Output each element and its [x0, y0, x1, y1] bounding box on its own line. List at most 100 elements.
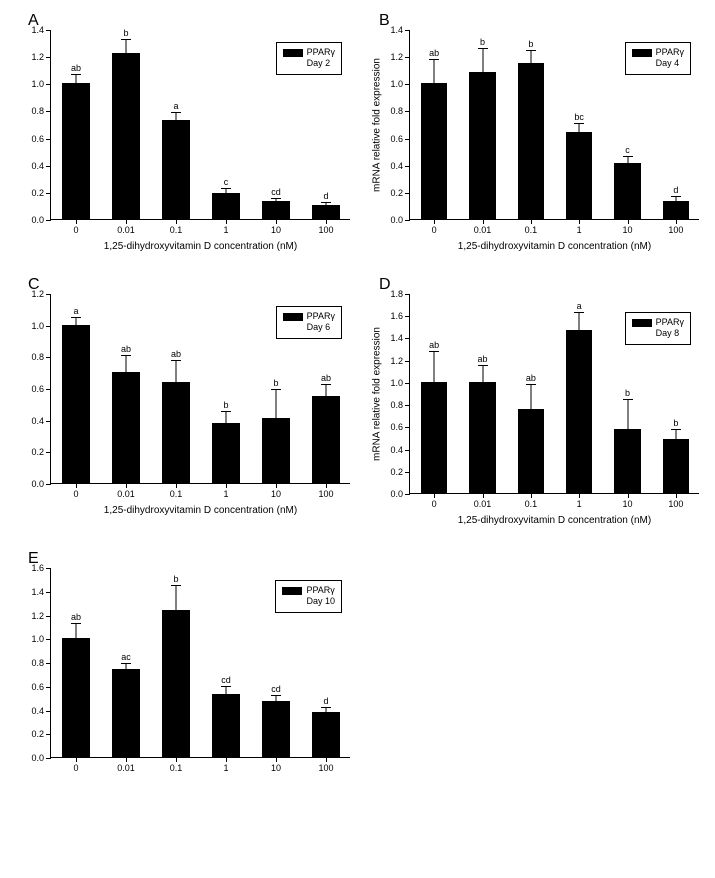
legend-swatch [283, 49, 303, 57]
error-bar [76, 318, 77, 324]
error-bar [579, 313, 580, 330]
error-cap [221, 411, 231, 412]
legend-row: PPARγ [632, 317, 684, 328]
legend-swatch [632, 319, 652, 327]
error-bar [579, 124, 580, 132]
bar [421, 83, 448, 219]
error-bar [126, 356, 127, 372]
error-cap [121, 663, 131, 664]
legend-day-label: Day 2 [283, 58, 335, 69]
error-cap [71, 623, 81, 624]
x-tick-label: 0.01 [117, 757, 135, 773]
error-cap [478, 48, 488, 49]
significance-label: a [73, 306, 78, 316]
x-tick-label: 0 [432, 219, 437, 235]
legend-row: PPARγ [632, 47, 684, 58]
significance-label: b [625, 388, 630, 398]
plot-area: 0.00.20.40.60.81.01.21.41.6ab0ac0.01b0.1… [50, 568, 350, 758]
legend-swatch [632, 49, 652, 57]
y-tick-label: 0.2 [390, 467, 410, 477]
y-tick-label: 1.4 [31, 587, 51, 597]
significance-label: d [323, 696, 328, 706]
significance-label: ab [71, 63, 81, 73]
error-bar [675, 197, 676, 201]
error-bar [482, 366, 483, 382]
y-tick-label: 0.8 [31, 352, 51, 362]
bar [262, 418, 290, 483]
error-cap [429, 351, 439, 352]
x-tick-label: 10 [271, 757, 281, 773]
significance-label: ab [526, 373, 536, 383]
error-bar [76, 624, 77, 638]
error-cap [171, 585, 181, 586]
y-tick-label: 0.0 [31, 479, 51, 489]
x-tick-label: 100 [668, 219, 683, 235]
panel-label: B [379, 12, 390, 30]
error-cap [574, 312, 584, 313]
error-cap [321, 202, 331, 203]
legend-day-label: Day 4 [632, 58, 684, 69]
significance-label: ab [121, 344, 131, 354]
y-tick-label: 1.2 [31, 52, 51, 62]
error-bar [176, 586, 177, 610]
bar [663, 201, 690, 219]
y-tick-label: 0.2 [31, 447, 51, 457]
y-tick-label: 0.0 [31, 753, 51, 763]
error-cap [121, 39, 131, 40]
bar [162, 382, 190, 483]
bar [62, 83, 90, 219]
error-cap [478, 365, 488, 366]
error-bar [482, 49, 483, 72]
x-axis-title: 1,25-dihydroxyvitamin D concentration (n… [104, 219, 297, 252]
bar [469, 382, 496, 493]
significance-label: b [223, 400, 228, 410]
bar [162, 610, 190, 757]
y-tick-label: 0.2 [390, 188, 410, 198]
y-tick-label: 0.4 [31, 416, 51, 426]
bar [566, 330, 593, 493]
error-bar [226, 189, 227, 193]
bar [518, 409, 545, 493]
plot-area: 0.00.20.40.60.81.01.21.4ab0b0.01b0.1bc1c… [409, 30, 699, 220]
chart-wrap: mRNA relative fold expression0.00.20.40.… [409, 294, 699, 494]
significance-label: ab [71, 612, 81, 622]
y-tick-label: 1.0 [31, 79, 51, 89]
error-cap [671, 429, 681, 430]
y-tick-label: 1.6 [390, 311, 410, 321]
error-bar [226, 412, 227, 423]
error-cap [623, 399, 633, 400]
y-tick-label: 1.0 [31, 321, 51, 331]
x-tick-label: 100 [668, 493, 683, 509]
y-tick-label: 1.0 [390, 79, 410, 89]
legend-day-label: Day 8 [632, 328, 684, 339]
y-tick-label: 0.8 [390, 106, 410, 116]
error-cap [271, 389, 281, 390]
error-bar [326, 385, 327, 396]
y-tick-label: 1.2 [31, 611, 51, 621]
legend-series-label: PPARγ [307, 311, 335, 322]
error-bar [326, 708, 327, 712]
error-bar [276, 199, 277, 202]
legend-series-label: PPARγ [656, 317, 684, 328]
legend-series-label: PPARγ [656, 47, 684, 58]
bar [262, 701, 290, 757]
y-tick-label: 0.4 [390, 445, 410, 455]
significance-label: b [123, 28, 128, 38]
bar [212, 694, 240, 757]
bar [614, 163, 641, 219]
bar [262, 201, 290, 219]
error-cap [623, 156, 633, 157]
plot-area: 0.00.20.40.60.81.01.2a0ab0.01ab0.1b1b10a… [50, 294, 350, 484]
error-cap [221, 188, 231, 189]
error-bar [126, 664, 127, 669]
significance-label: d [323, 191, 328, 201]
error-bar [627, 157, 628, 164]
bar [518, 63, 545, 219]
panel-D: DmRNA relative fold expression0.00.20.40… [361, 274, 705, 538]
legend-row: PPARγ [283, 47, 335, 58]
significance-label: b [673, 418, 678, 428]
y-tick-label: 0.0 [390, 489, 410, 499]
legend-swatch [283, 313, 303, 321]
x-axis-title: 1,25-dihydroxyvitamin D concentration (n… [104, 483, 297, 516]
error-bar [176, 361, 177, 382]
